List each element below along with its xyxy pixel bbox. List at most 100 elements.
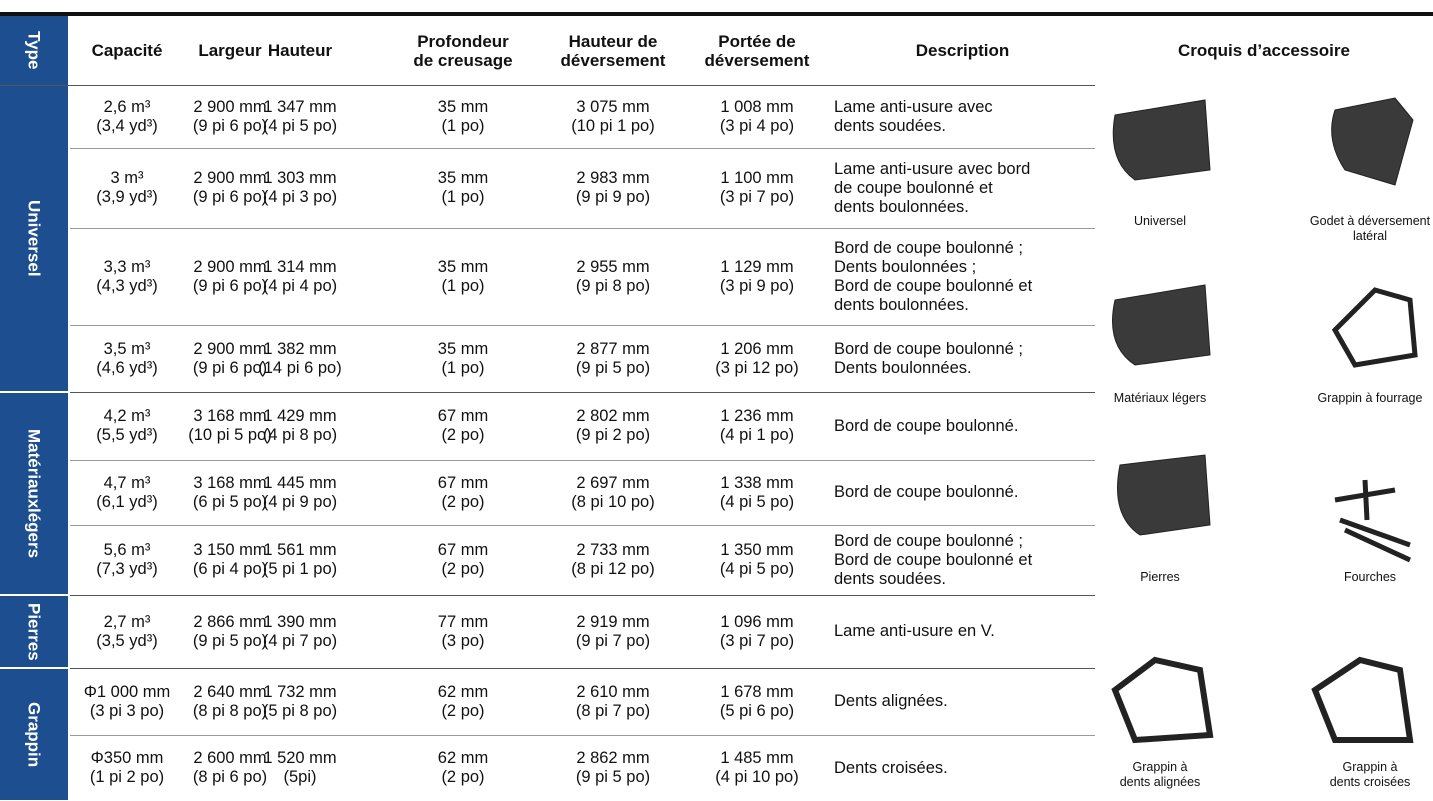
cell: 1 382 mm(14 pi 6 po): [220, 325, 380, 392]
cell: 35 mm(1 po): [383, 325, 543, 392]
row-rule: [70, 460, 1095, 461]
cell-text: (4 pi 8 po): [263, 426, 337, 445]
cell-text: (4 pi 5 po): [720, 560, 794, 579]
cell: 1 096 mm(3 pi 7 po): [677, 595, 837, 668]
type-text: Grappin: [25, 702, 44, 767]
cell-text: (8 pi 10 po): [571, 493, 654, 512]
column-header: Profondeurde creusage: [383, 16, 543, 85]
cell-text: (5 pi 1 po): [263, 560, 337, 579]
header-text: Description: [916, 41, 1010, 60]
row-rule: [70, 735, 1095, 736]
description: Bord de coupe boulonné.: [834, 392, 1094, 460]
cell: 2 919 mm(9 pi 7 po): [533, 595, 693, 668]
cell-text: 2,6 m³: [104, 98, 151, 117]
cell-text: 1 732 mm: [263, 683, 336, 702]
cell-text: 2 610 mm: [576, 683, 649, 702]
cell-text: (8 pi 12 po): [571, 560, 654, 579]
cell-text: (7,3 yd³): [96, 560, 157, 579]
row-rule: [70, 392, 1095, 393]
cell-text: (3,5 yd³): [96, 632, 157, 651]
cell: 1 732 mm(5 pi 8 po): [220, 668, 380, 735]
row-rule: [70, 325, 1095, 326]
cell: 62 mm(2 po): [383, 735, 543, 801]
cell-text: 2 983 mm: [576, 169, 649, 188]
row-rule: [70, 228, 1095, 229]
cell-text: (2 po): [441, 768, 484, 787]
bucket-icon: [1113, 285, 1211, 365]
cell-text: (1 po): [441, 359, 484, 378]
cell-text: (3 pi 4 po): [720, 117, 794, 136]
cell: 1 206 mm(3 pi 12 po): [677, 325, 837, 392]
cell-text: 2 733 mm: [576, 541, 649, 560]
cell-text: Bord de coupe boulonné et: [834, 551, 1032, 570]
cell-text: 1 561 mm: [263, 541, 336, 560]
sketch-label: Grappin àdents alignées: [1080, 760, 1240, 790]
cell-text: 62 mm: [438, 749, 488, 768]
cell-text: (9 pi 2 po): [576, 426, 650, 445]
header-text: Type: [25, 31, 44, 69]
cell-text: (9 pi 7 po): [576, 632, 650, 651]
cell-text: (3 pi 9 po): [720, 277, 794, 296]
cell-text: (2 po): [441, 493, 484, 512]
cell-text: (10 pi 1 po): [571, 117, 654, 136]
description: Lame anti-usure en V.: [834, 595, 1094, 668]
cell-text: 2 862 mm: [576, 749, 649, 768]
cell-text: (4 pi 4 po): [263, 277, 337, 296]
cell-text: Bord de coupe boulonné.: [834, 417, 1018, 436]
cell-text: 2 919 mm: [576, 613, 649, 632]
type-cell: Grappin: [0, 669, 68, 800]
cell-text: Bord de coupe boulonné ;: [834, 239, 1023, 258]
cell-text: Dents boulonnées.: [834, 359, 972, 378]
column-header: Hauteur dedéversement: [533, 16, 693, 85]
fork-icon: [1335, 480, 1410, 560]
cell: 2 697 mm(8 pi 10 po): [533, 460, 693, 525]
cell-text: (4 pi 3 po): [263, 188, 337, 207]
cell-text: (2 po): [441, 426, 484, 445]
cell: 1 390 mm(4 pi 7 po): [220, 595, 380, 668]
sketch-text: Pierres: [1080, 570, 1240, 585]
cell: 2 733 mm(8 pi 12 po): [533, 525, 693, 595]
cell-text: (3 pi 7 po): [720, 188, 794, 207]
cell-text: 2 877 mm: [576, 340, 649, 359]
sketch-label: Grappin àdents croisées: [1290, 760, 1433, 790]
cell-text: 3,3 m³: [104, 258, 151, 277]
cell-text: (2 po): [441, 560, 484, 579]
cell-text: 1 314 mm: [263, 258, 336, 277]
header-text: Hauteur: [268, 41, 332, 60]
cell-text: 35 mm: [438, 169, 488, 188]
cell-text: Bord de coupe boulonné.: [834, 483, 1018, 502]
cell-text: (1 po): [441, 117, 484, 136]
grapple-icon: [1115, 660, 1210, 740]
cell-text: (9 pi 8 po): [576, 277, 650, 296]
cell-text: 77 mm: [438, 613, 488, 632]
cell-text: 1 338 mm: [720, 474, 793, 493]
cell: 1 350 mm(4 pi 5 po): [677, 525, 837, 595]
sketch-label: Universel: [1080, 214, 1240, 229]
cell: 1 445 mm(4 pi 9 po): [220, 460, 380, 525]
sketch-text: Universel: [1080, 214, 1240, 229]
cell-text: 1 350 mm: [720, 541, 793, 560]
cell-text: 1 206 mm: [720, 340, 793, 359]
cell-text: 2 802 mm: [576, 407, 649, 426]
header-rule: [0, 85, 1095, 86]
cell: 2 877 mm(9 pi 5 po): [533, 325, 693, 392]
sketch-label: Pierres: [1080, 570, 1240, 585]
bucket-icon: [1113, 100, 1210, 180]
cell-text: dents boulonnées.: [834, 296, 969, 315]
cell-text: (9 pi 5 po): [576, 359, 650, 378]
sketch-text: latéral: [1290, 229, 1433, 244]
cell-text: 1 347 mm: [263, 98, 336, 117]
cell-text: 1 303 mm: [263, 169, 336, 188]
cell-text: (3 pi 7 po): [720, 632, 794, 651]
cell: 67 mm(2 po): [383, 392, 543, 460]
cell-text: dents soudées.: [834, 117, 946, 136]
description: Dents alignées.: [834, 668, 1094, 735]
cell-text: 35 mm: [438, 98, 488, 117]
cell-text: Dents croisées.: [834, 759, 948, 778]
sketch-text: Grappin à: [1290, 760, 1433, 775]
cell-text: Bord de coupe boulonné ;: [834, 532, 1023, 551]
grapple-icon: [1315, 660, 1410, 740]
cell-text: (3 pi 12 po): [715, 359, 798, 378]
cell-text: 1 485 mm: [720, 749, 793, 768]
cell-text: 1 236 mm: [720, 407, 793, 426]
